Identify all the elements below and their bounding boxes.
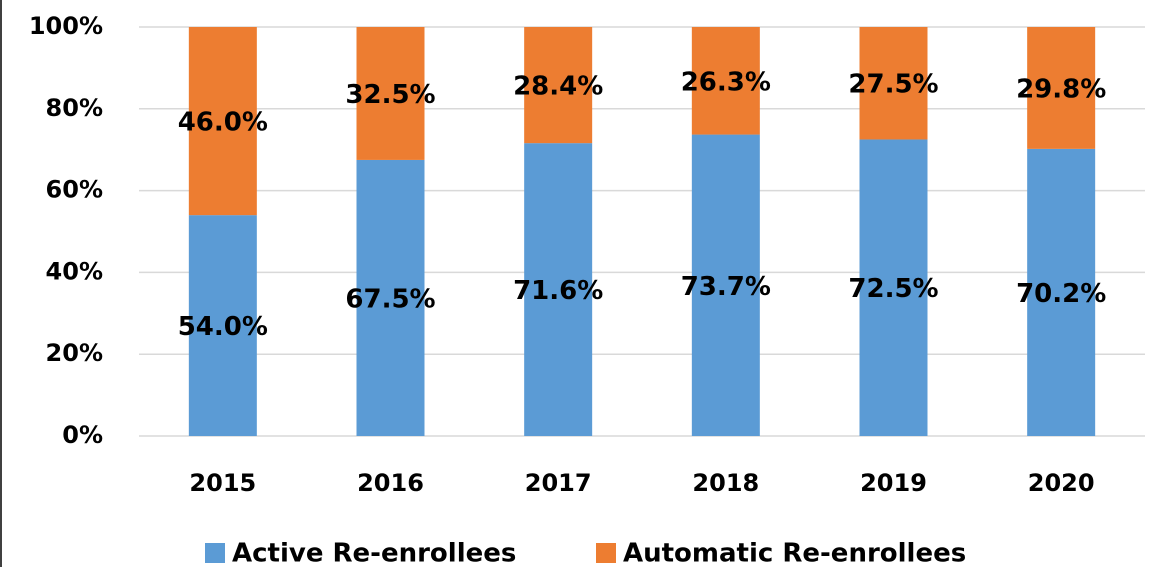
bar-segment [524,143,593,436]
y-tick-label: 0% [62,421,103,449]
y-tick-label: 100% [29,12,103,40]
x-tick-label: 2015 [189,469,256,497]
bar-segment [1027,148,1096,436]
y-tick-label: 80% [46,94,103,122]
legend-label: Automatic Re-enrollees [623,539,966,567]
bar-segment [1027,27,1096,149]
bar-segment [356,159,425,437]
data-label: 27.5% [848,70,938,100]
x-tick-label: 2018 [692,469,759,497]
legend-label: Active Re-enrollees [232,539,516,567]
data-label: 46.0% [178,108,268,138]
data-label: 71.6% [513,276,603,306]
data-label: 70.2% [1016,279,1106,309]
x-tick-label: 2017 [525,469,592,497]
x-tick-label: 2019 [860,469,927,497]
data-label: 72.5% [848,274,938,304]
x-tick-label: 2016 [357,469,424,497]
x-tick-label: 2020 [1028,469,1095,497]
data-label: 26.3% [681,67,771,97]
data-label: 67.5% [345,284,435,314]
y-tick-label: 20% [46,339,103,367]
bar-segment [524,27,593,144]
data-label: 28.4% [513,72,603,102]
bar-segment [188,215,257,436]
bar-segment [691,27,760,135]
legend-swatch [596,543,616,563]
data-label: 54.0% [178,312,268,342]
bar-segment [188,27,257,216]
data-label: 29.8% [1016,74,1106,104]
data-label: 73.7% [681,272,771,302]
bar-segment [859,139,928,436]
bar-segment [356,27,425,160]
legend-swatch [205,543,225,563]
y-tick-label: 60% [46,176,103,204]
data-label: 32.5% [345,80,435,110]
bar-segment [691,134,760,436]
bar-segment [859,27,928,140]
y-tick-label: 40% [46,257,103,285]
